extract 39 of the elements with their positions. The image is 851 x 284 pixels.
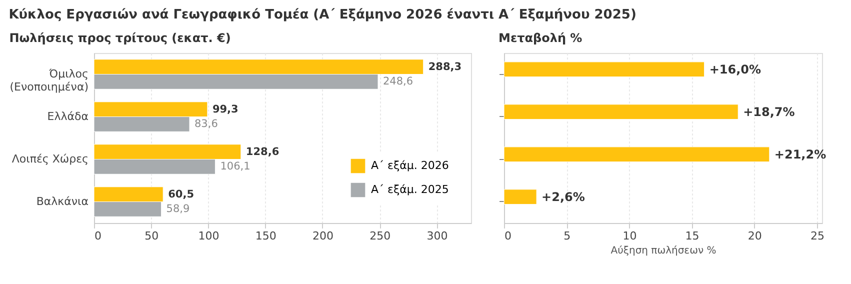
x-tick-label: 150 xyxy=(255,230,276,242)
bar xyxy=(504,62,705,78)
bar xyxy=(504,104,738,120)
x-tick-label: 25 xyxy=(810,230,824,242)
x-tick-label: 20 xyxy=(748,230,762,242)
data-label: +16,0% xyxy=(709,62,761,76)
x-axis-title: Αύξηση πωλήσεων % xyxy=(610,246,716,256)
data-label: +21,2% xyxy=(774,147,826,162)
legend-label: Α΄ εξάμ. 2026 xyxy=(371,159,449,172)
data-label: 288,3 xyxy=(428,60,462,73)
data-label: 83,6 xyxy=(194,118,218,130)
x-tick-label: 100 xyxy=(198,230,220,242)
x-tick-label: 200 xyxy=(312,230,334,242)
chart-subtitle: Πωλήσεις προς τρίτους (εκατ. €) xyxy=(9,31,231,45)
x-tick-label: 0 xyxy=(94,230,102,242)
legend-label: Α΄ εξάμ. 2025 xyxy=(371,183,449,196)
x-tick-label: 15 xyxy=(685,230,700,242)
data-label: 106,1 xyxy=(220,160,250,173)
chart-title: Μεταβολή % xyxy=(498,31,582,45)
data-label: 128,6 xyxy=(246,146,280,158)
x-tick-label: 10 xyxy=(622,230,637,242)
bar xyxy=(504,189,537,205)
x-tick-label: 5 xyxy=(564,230,571,242)
chart-title: Κύκλος Εργασιών ανά Γεωγραφικό Τομέα (Α΄ Εξάμηνο 2026 έναντι Α΄ Εξαμήνου 2025) xyxy=(8,8,636,22)
y-tick-label: Ελλάδα xyxy=(47,110,88,123)
x-tick-label: 0 xyxy=(504,230,512,242)
x-tick-label: 250 xyxy=(370,230,391,242)
data-label: 99,3 xyxy=(212,103,238,116)
x-tick-label: 50 xyxy=(144,230,159,242)
data-label: 60,5 xyxy=(168,188,194,200)
x-tick-label: 300 xyxy=(426,230,448,242)
y-tick-label: Βαλκάνια xyxy=(36,194,88,208)
bar xyxy=(504,146,770,162)
data-label: +18,7% xyxy=(743,104,795,119)
y-tick-label: Όμιλος (Ενοποιημένα) xyxy=(10,67,88,94)
data-label: +2,6% xyxy=(542,190,585,204)
data-label: 58,9 xyxy=(166,203,190,216)
y-tick-label: Λοιπές Χώρες xyxy=(12,152,88,166)
data-label: 248,6 xyxy=(383,76,414,88)
